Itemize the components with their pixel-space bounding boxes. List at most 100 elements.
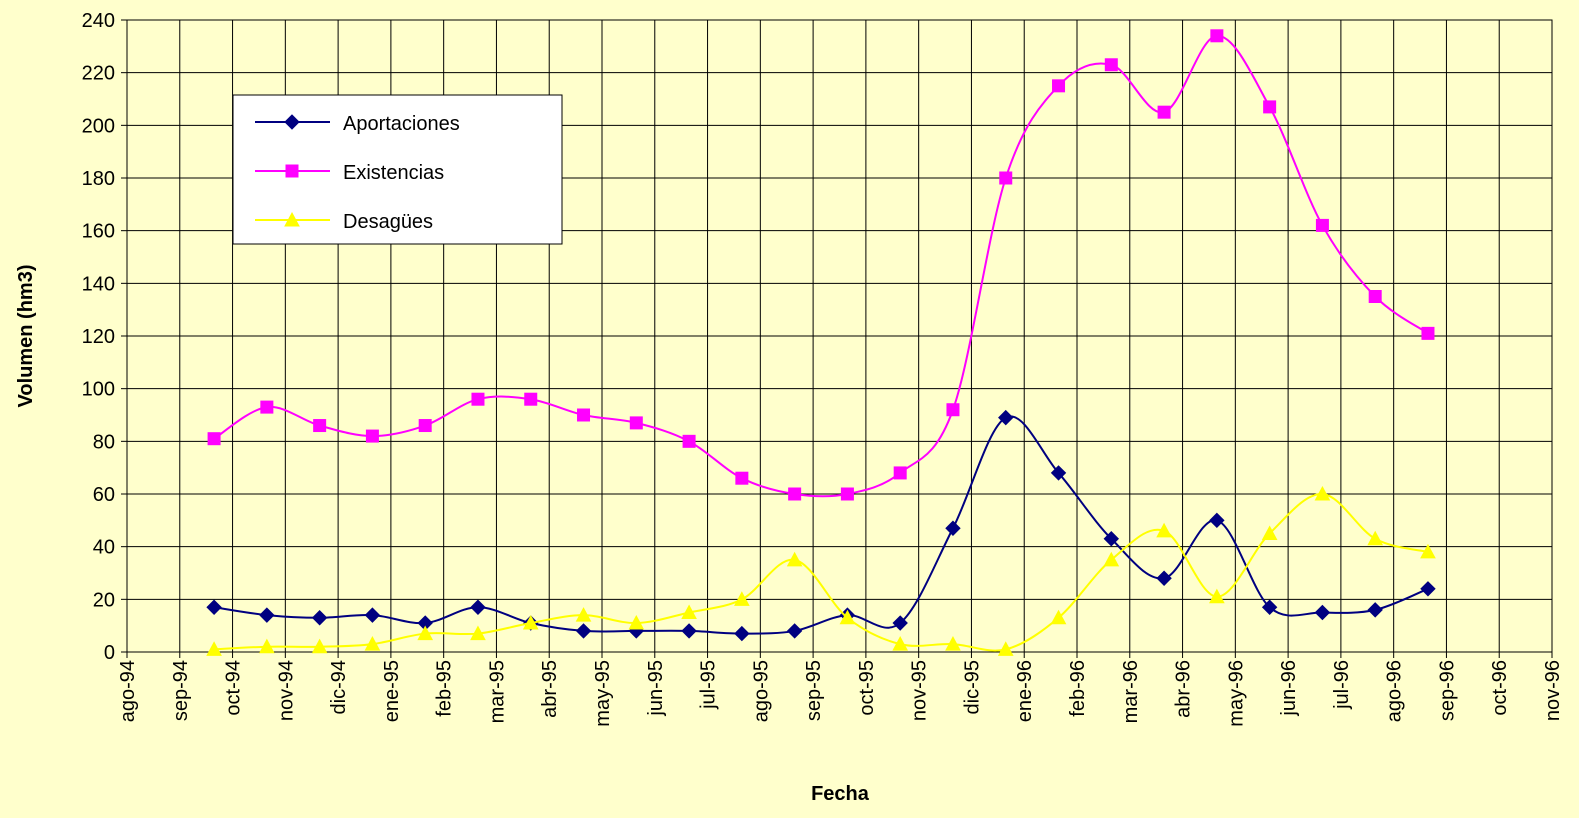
data-point xyxy=(259,638,275,654)
data-point xyxy=(207,432,221,446)
y-tick-label: 220 xyxy=(82,63,115,85)
data-point xyxy=(575,607,592,622)
y-tick-label: 120 xyxy=(82,326,115,348)
data-point xyxy=(260,400,274,414)
x-tick-label: oct-96 xyxy=(1489,660,1511,716)
x-tick-label: nov-96 xyxy=(1542,660,1564,721)
x-tick-label: jul-96 xyxy=(1331,660,1353,710)
y-tick-label: 80 xyxy=(93,431,115,453)
series-line xyxy=(213,34,1429,498)
data-point xyxy=(998,409,1014,426)
data-point xyxy=(681,623,697,639)
data-point xyxy=(1261,525,1278,540)
data-point xyxy=(364,636,381,651)
data-point xyxy=(1104,58,1118,72)
y-tick-label: 40 xyxy=(93,537,115,559)
x-tick-label: abr-96 xyxy=(1173,660,1195,718)
legend-label: Existencias xyxy=(343,162,444,184)
y-tick-label: 0 xyxy=(104,642,115,664)
data-point xyxy=(313,419,327,433)
data-point xyxy=(1420,543,1436,559)
data-point xyxy=(1052,79,1066,93)
data-point xyxy=(946,403,960,417)
x-tick-label: may-96 xyxy=(1225,660,1247,727)
data-point xyxy=(1209,512,1225,529)
data-point xyxy=(206,599,222,615)
data-point xyxy=(1421,326,1435,340)
x-tick-label: ene-96 xyxy=(1014,660,1036,722)
x-tick-label: sep-95 xyxy=(803,660,825,721)
data-point xyxy=(681,604,697,619)
legend-marker xyxy=(285,164,299,178)
x-tick-label: dic-95 xyxy=(961,660,983,714)
data-point xyxy=(1210,29,1224,43)
data-point xyxy=(1314,604,1331,621)
data-point xyxy=(1050,609,1067,625)
x-tick-label: nov-95 xyxy=(909,660,931,721)
data-point xyxy=(1314,485,1331,501)
x-tick-label: jun-96 xyxy=(1278,660,1300,717)
data-point xyxy=(1050,465,1067,481)
data-point xyxy=(471,392,485,406)
x-tick-label: feb-96 xyxy=(1067,660,1089,717)
x-tick-label: mar-95 xyxy=(486,660,508,723)
data-point xyxy=(311,610,328,626)
data-point xyxy=(1261,599,1278,615)
data-point xyxy=(1157,105,1171,119)
data-point xyxy=(1209,588,1225,604)
data-point xyxy=(206,641,222,656)
y-tick-label: 100 xyxy=(82,379,115,401)
data-point xyxy=(1420,581,1436,597)
x-tick-label: jul-95 xyxy=(698,660,720,710)
x-tick-label: sep-94 xyxy=(170,660,192,721)
data-point xyxy=(945,520,961,536)
data-point xyxy=(945,636,961,651)
data-point xyxy=(311,638,328,654)
x-tick-label: sep-96 xyxy=(1436,660,1458,721)
data-point xyxy=(999,171,1013,185)
x-tick-label: ago-95 xyxy=(750,660,772,722)
data-point xyxy=(892,615,908,631)
data-point xyxy=(1263,100,1277,114)
data-point xyxy=(1156,570,1172,586)
x-tick-label: oct-94 xyxy=(223,660,245,716)
y-tick-label: 60 xyxy=(93,484,115,506)
y-tick-label: 20 xyxy=(93,589,115,611)
data-point xyxy=(682,434,696,448)
data-point xyxy=(365,429,379,443)
data-point xyxy=(577,408,591,422)
data-point xyxy=(893,466,907,480)
y-tick-label: 140 xyxy=(82,273,115,295)
data-point xyxy=(628,614,645,630)
data-point xyxy=(417,625,434,641)
data-point xyxy=(1315,218,1329,232)
data-point xyxy=(1368,290,1382,303)
data-point xyxy=(1367,602,1383,618)
y-tick-label: 240 xyxy=(82,10,115,32)
data-point xyxy=(524,392,538,406)
data-point xyxy=(892,636,909,651)
data-point xyxy=(522,614,539,630)
y-axis-title: Volumen (hm3) xyxy=(15,265,37,408)
data-point xyxy=(788,487,802,501)
data-point xyxy=(734,625,750,642)
y-tick-label: 180 xyxy=(82,168,115,190)
data-point xyxy=(997,641,1014,656)
legend-marker xyxy=(284,211,300,227)
x-tick-label: jun-95 xyxy=(645,660,667,717)
data-point xyxy=(470,599,486,615)
data-point xyxy=(1156,522,1172,538)
series-lines xyxy=(206,29,1436,656)
x-tick-label: mar-96 xyxy=(1120,660,1142,723)
data-point xyxy=(735,471,749,485)
y-tick-label: 160 xyxy=(82,221,115,243)
x-tick-label: dic-94 xyxy=(328,660,350,714)
data-point xyxy=(575,623,592,639)
data-point xyxy=(470,625,486,641)
data-point xyxy=(1367,530,1384,546)
x-tick-label: may-95 xyxy=(592,660,614,727)
x-tick-label: feb-95 xyxy=(434,660,456,717)
y-tick-label: 200 xyxy=(82,115,115,137)
